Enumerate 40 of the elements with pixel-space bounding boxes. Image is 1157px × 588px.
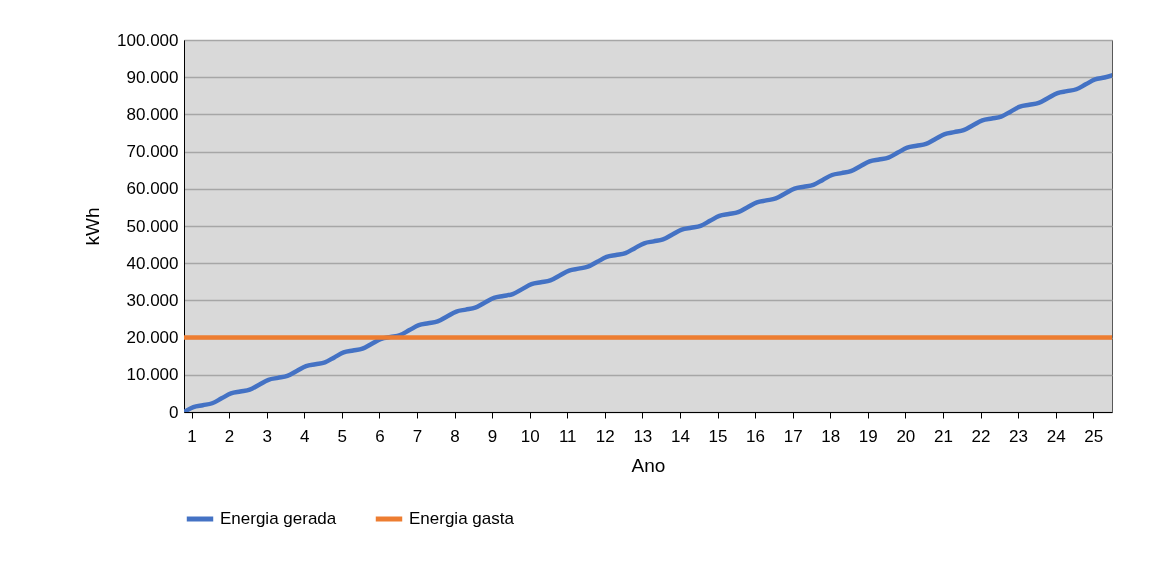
x-tick-label: 23 [1009, 426, 1029, 446]
x-tick-label: 7 [412, 426, 423, 446]
x-tick-label: 18 [821, 426, 841, 446]
x-tick-label: 10 [520, 426, 540, 446]
x-tick-label: 15 [708, 426, 728, 446]
x-tick-label: 24 [1046, 426, 1066, 446]
legend-label: Energia gasta [409, 509, 515, 528]
y-tick-label: 10.000 [126, 365, 179, 385]
x-tick-label: 25 [1084, 426, 1104, 446]
x-tick-label: 20 [896, 426, 916, 446]
x-tick-label: 9 [487, 426, 498, 446]
x-tick-label: 3 [262, 426, 272, 446]
y-tick-label: 90.000 [126, 67, 179, 87]
y-tick-label: 50.000 [126, 216, 179, 236]
y-tick-label: 20.000 [126, 328, 179, 348]
y-axis-title: kWh [82, 207, 104, 246]
y-tick-label: 80.000 [126, 104, 179, 124]
x-tick-label: 12 [595, 426, 615, 446]
y-tick-label: 30.000 [126, 290, 179, 310]
y-tick-label: 70.000 [126, 142, 179, 162]
y-tick-label: 0 [169, 402, 179, 422]
x-tick-label: 2 [224, 426, 235, 446]
x-tick-label: 11 [558, 426, 577, 446]
x-tick-label: 6 [375, 426, 385, 446]
x-axis-title: Ano [631, 454, 666, 476]
x-tick-label: 5 [337, 426, 348, 446]
x-tick-label: 1 [187, 426, 197, 446]
x-tick-label: 4 [299, 426, 310, 446]
legend-label: Energia gerada [220, 509, 337, 528]
x-tick-label: 21 [933, 426, 953, 446]
x-tick-label: 17 [783, 426, 803, 446]
x-tick-label: 8 [450, 426, 460, 446]
x-tick-label: 13 [633, 426, 653, 446]
x-tick-label: 16 [746, 426, 766, 446]
x-tick-label: 22 [971, 426, 991, 446]
x-tick-label: 14 [670, 426, 690, 446]
x-tick-label: 19 [858, 426, 878, 446]
y-tick-label: 40.000 [126, 253, 179, 273]
y-tick-label: 100.000 [117, 30, 179, 50]
y-tick-label: 60.000 [126, 179, 179, 199]
